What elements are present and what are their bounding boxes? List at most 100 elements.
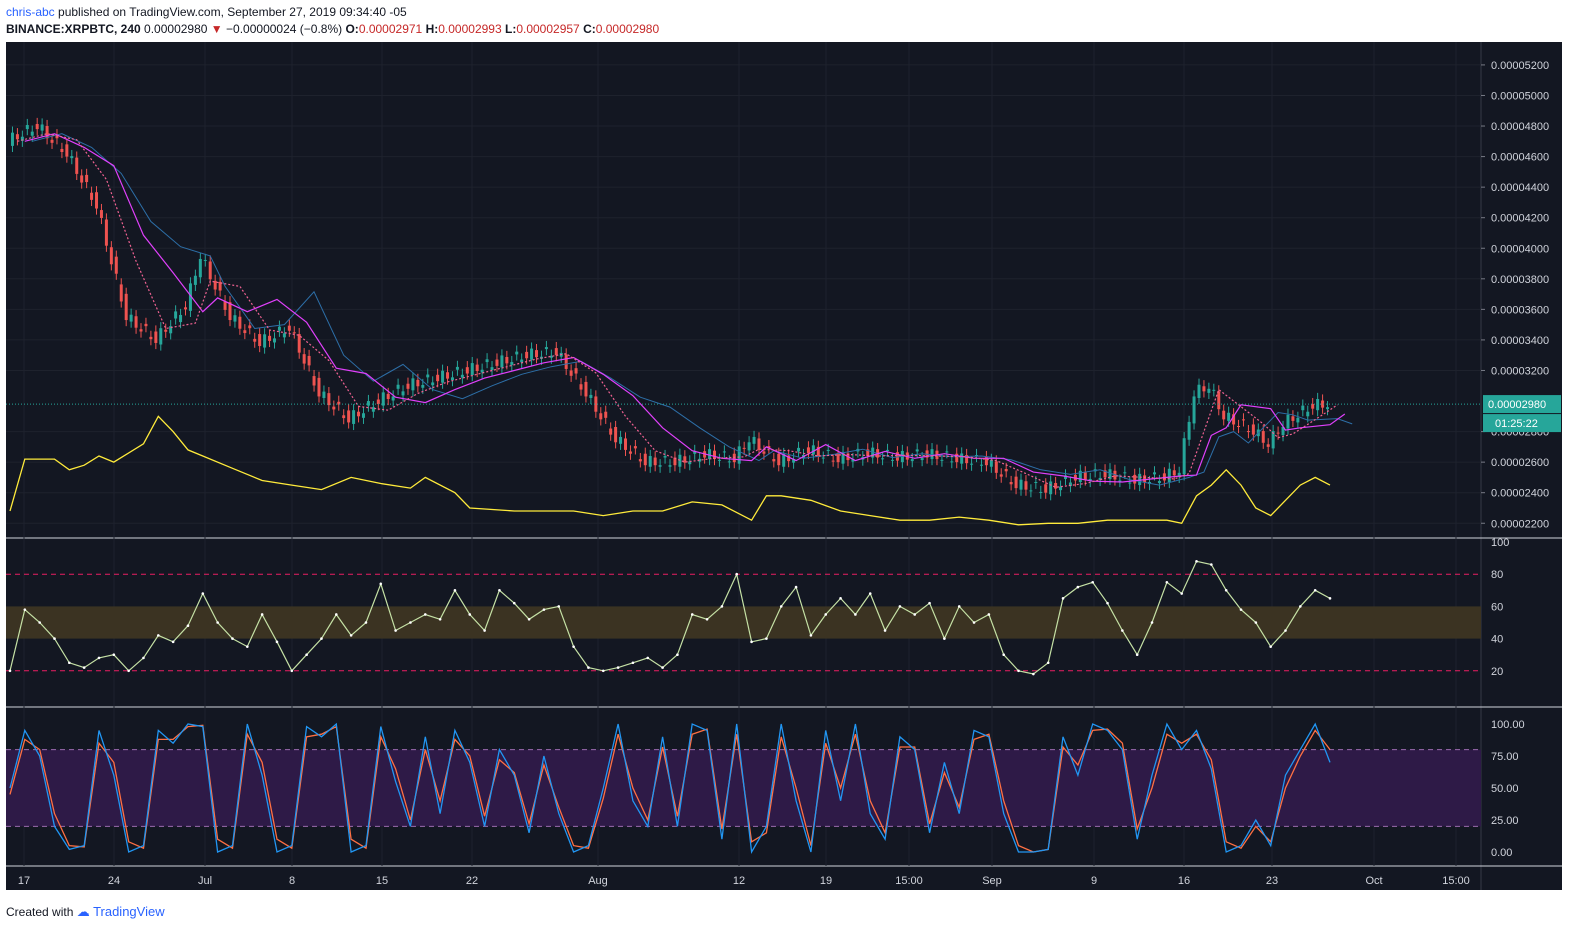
candle-body — [480, 369, 484, 373]
price-tick-label: 0.00005200 — [1491, 60, 1549, 72]
time-tick-label: 17 — [18, 875, 30, 887]
rsi-point — [1017, 669, 1020, 673]
price-tick-label: 0.00004800 — [1491, 121, 1549, 133]
rsi-point — [334, 613, 338, 616]
down-arrow-icon: ▼ — [210, 22, 223, 36]
candle-body — [104, 219, 108, 246]
rsi-point — [527, 617, 531, 621]
stoch-tick-label: 50.00 — [1491, 783, 1519, 795]
candle-body — [544, 347, 548, 350]
candle-body — [25, 125, 29, 130]
candle-body — [836, 452, 840, 463]
candle-body — [673, 457, 677, 466]
time-tick-label: 16 — [1178, 875, 1190, 887]
candle-body — [490, 367, 494, 370]
candle-body — [1232, 414, 1236, 425]
rsi-point — [483, 629, 486, 632]
candle-body — [223, 301, 227, 310]
rsi-point — [1091, 580, 1094, 584]
rsi-point — [661, 666, 664, 669]
time-tick-label: Aug — [588, 875, 608, 887]
candle-body — [188, 283, 192, 311]
candle-body — [1266, 444, 1270, 447]
candle-body — [1128, 482, 1132, 484]
author-link[interactable]: chris-abc — [6, 5, 55, 19]
ohlc-line: BINANCE:XRPBTC, 240 0.00002980 ▼ −0.0000… — [6, 21, 659, 38]
candle-body — [1167, 468, 1171, 482]
candle-body — [35, 123, 39, 130]
rsi-point — [349, 634, 353, 637]
candle-body — [589, 394, 593, 398]
publish-line: chris-abc published on TradingView.com, … — [6, 4, 659, 21]
chart-header: chris-abc published on TradingView.com, … — [6, 4, 659, 38]
stoch-tick-label: 25.00 — [1491, 815, 1519, 827]
created-with-text: Created with — [6, 905, 74, 919]
candle-body — [263, 334, 267, 348]
candle-body — [1143, 475, 1147, 483]
rsi-point — [750, 640, 753, 644]
candle-body — [871, 447, 875, 458]
candle-body — [747, 442, 751, 451]
rsi-point — [1210, 563, 1213, 566]
candle-body — [228, 302, 232, 321]
candle-body — [772, 459, 776, 462]
candle-body — [391, 396, 395, 401]
candle-body — [881, 458, 885, 460]
candle-body — [831, 460, 835, 462]
candle-body — [258, 334, 262, 347]
rsi-point — [646, 656, 650, 660]
candle-body — [574, 368, 578, 374]
rsi-point — [587, 666, 590, 669]
price-tick-label: 0.00002400 — [1491, 488, 1549, 500]
candle-body — [633, 446, 637, 449]
low-label: L: — [504, 22, 517, 36]
candle-body — [727, 461, 731, 463]
volume-line — [9, 415, 1331, 526]
rsi-point — [1076, 585, 1080, 589]
candle-body — [193, 275, 197, 285]
candle-body — [1049, 481, 1053, 495]
candle-body — [114, 256, 118, 274]
candle-body — [841, 451, 845, 464]
candle-body — [332, 406, 336, 410]
rsi-point — [127, 669, 130, 673]
candle-body — [1123, 472, 1127, 474]
candle-body — [1296, 417, 1300, 423]
candle-body — [169, 326, 173, 334]
rsi-point — [854, 613, 857, 616]
candle-body — [994, 461, 998, 473]
rsi-point — [23, 608, 27, 611]
price-change: −0.00000024 (−0.8%) — [226, 22, 343, 36]
candle-body — [243, 330, 247, 334]
rsi-point — [794, 585, 798, 589]
tradingview-logo-icon[interactable]: ☁ — [76, 904, 90, 919]
rsi-point — [231, 637, 234, 640]
candle-body — [1212, 389, 1216, 391]
tradingview-brand[interactable]: TradingView — [93, 904, 165, 919]
rsi-point — [498, 589, 501, 592]
candle-body — [890, 459, 894, 461]
rsi-point — [943, 637, 946, 640]
rsi-point — [1328, 597, 1332, 600]
candle-body — [485, 359, 489, 363]
time-tick-label: Sep — [982, 875, 1002, 887]
candle-body — [1326, 407, 1330, 410]
ma-slow-line — [32, 133, 1353, 486]
rsi-point — [201, 592, 205, 595]
rsi-point — [364, 621, 368, 624]
rsi-point — [809, 634, 813, 637]
candle-body — [970, 463, 974, 465]
candle-body — [797, 447, 801, 452]
candle-body — [525, 351, 529, 359]
rsi-point — [8, 669, 12, 673]
candle-body — [495, 359, 499, 366]
rsi-point — [1032, 672, 1035, 676]
rsi-point — [616, 666, 620, 669]
candle-body — [910, 459, 914, 462]
candle-body — [277, 326, 281, 331]
candle-body — [1197, 384, 1201, 398]
candle-body — [30, 131, 34, 136]
candle-body — [1078, 470, 1082, 482]
rsi-point — [186, 624, 190, 628]
